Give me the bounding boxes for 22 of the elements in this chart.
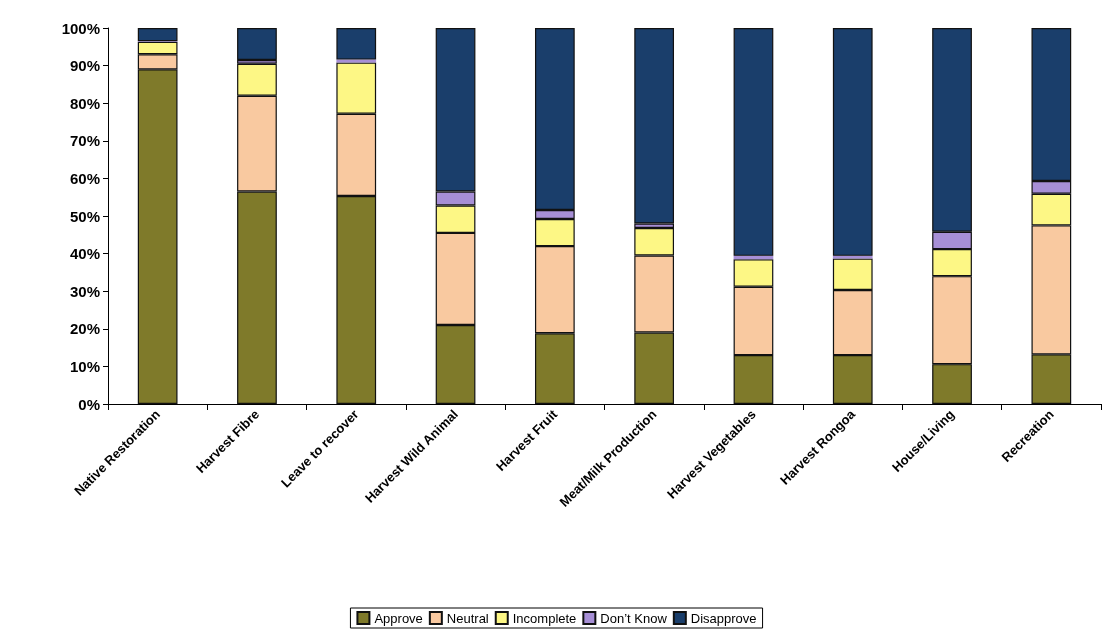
legend-label: Don’t Know <box>600 610 668 626</box>
bar <box>634 28 675 224</box>
y-tick-label: 50% <box>69 207 100 225</box>
y-tick-label: 10% <box>69 357 100 375</box>
bar <box>336 28 377 60</box>
y-tick-label: 100% <box>61 19 100 37</box>
y-tick-label: 40% <box>69 245 100 263</box>
bar <box>832 28 873 256</box>
legend-label: Incomplete <box>512 610 577 626</box>
y-tick-label: 90% <box>69 57 100 75</box>
y-tick-label: 20% <box>69 320 100 338</box>
legend-label: Neutral <box>446 610 489 626</box>
y-tick-label: 80% <box>69 94 100 112</box>
y-tick-label: 70% <box>69 132 100 150</box>
bar <box>237 28 277 60</box>
y-tick-label: 60% <box>69 169 100 187</box>
bar <box>336 59 377 63</box>
legend-label: Approve <box>374 610 423 626</box>
y-tick-label: 30% <box>69 282 100 300</box>
bar <box>733 28 774 256</box>
y-tick-label: 0% <box>78 395 100 413</box>
legend-label: Disapprove <box>690 610 757 626</box>
